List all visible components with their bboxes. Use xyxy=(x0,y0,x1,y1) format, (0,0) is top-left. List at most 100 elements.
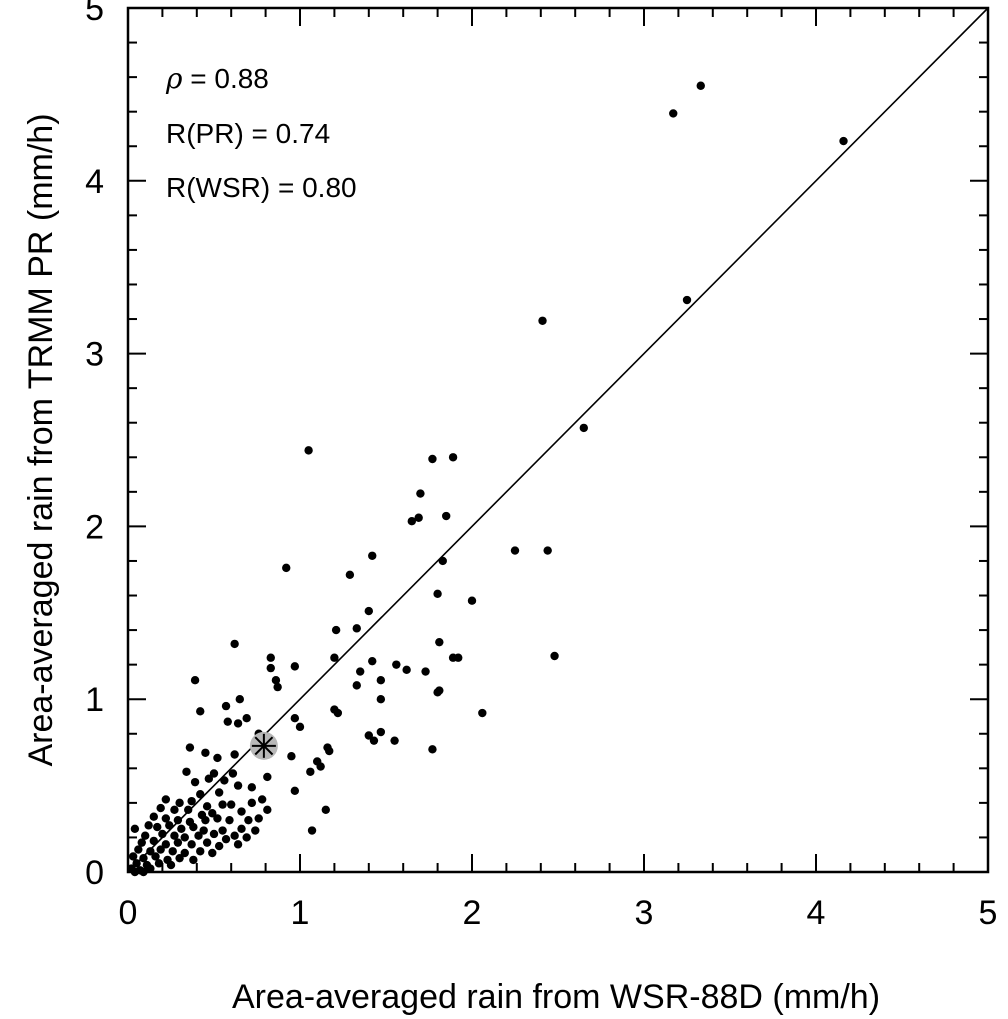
data-point xyxy=(153,822,162,832)
data-point xyxy=(180,848,189,858)
data-point xyxy=(185,743,195,752)
data-point xyxy=(433,688,442,697)
data-point xyxy=(141,831,150,840)
mean-asterisk-marker xyxy=(251,733,276,758)
data-point xyxy=(187,796,196,806)
data-point xyxy=(251,826,260,835)
data-point xyxy=(220,776,229,785)
data-point xyxy=(407,517,416,526)
data-point xyxy=(214,841,224,851)
data-point xyxy=(428,745,437,754)
data-point xyxy=(263,772,272,782)
data-point xyxy=(330,653,339,662)
data-point xyxy=(230,750,239,759)
data-point xyxy=(696,81,705,90)
data-point xyxy=(165,821,174,830)
data-point xyxy=(208,809,217,818)
y-tick-label: 2 xyxy=(85,508,104,546)
data-point xyxy=(233,719,243,728)
data-point xyxy=(213,814,222,823)
data-point xyxy=(213,753,222,763)
data-point xyxy=(235,695,244,704)
data-point xyxy=(190,675,200,685)
data-point xyxy=(290,786,300,795)
data-point xyxy=(352,681,361,690)
data-point xyxy=(158,829,167,839)
data-point xyxy=(170,805,179,814)
data-point xyxy=(287,752,296,761)
data-point xyxy=(242,714,251,723)
data-point xyxy=(438,556,447,566)
data-point xyxy=(376,727,386,737)
data-point xyxy=(225,815,234,825)
data-point xyxy=(237,824,246,833)
data-point xyxy=(364,606,373,616)
data-point xyxy=(209,769,219,778)
x-tick-label: 3 xyxy=(635,894,654,932)
data-point xyxy=(331,625,341,635)
data-point xyxy=(199,826,208,835)
data-point xyxy=(414,513,423,522)
y-tick-label: 5 xyxy=(85,0,104,28)
data-point xyxy=(201,815,210,825)
annotation-r-wsr: R(WSR) = 0.80 xyxy=(166,172,357,203)
data-point xyxy=(368,551,377,560)
data-point xyxy=(282,563,291,573)
data-point xyxy=(201,748,210,757)
data-point xyxy=(242,833,251,842)
data-point xyxy=(146,847,155,856)
data-point xyxy=(543,546,552,555)
data-point xyxy=(187,840,196,849)
data-point xyxy=(290,714,300,723)
data-point xyxy=(550,651,559,661)
data-point xyxy=(454,653,463,662)
data-point xyxy=(156,803,165,813)
data-point xyxy=(221,834,231,844)
data-point xyxy=(173,815,183,825)
x-axis-title: Area-averaged rain from WSR-88D (mm/h) xyxy=(232,978,880,1016)
data-point xyxy=(356,667,365,676)
data-point xyxy=(161,840,171,849)
rho-symbol: ρ xyxy=(165,62,183,95)
data-point xyxy=(189,822,198,832)
data-point xyxy=(316,762,325,771)
data-point xyxy=(237,807,246,816)
data-point xyxy=(254,814,263,823)
data-point xyxy=(247,783,257,792)
data-point xyxy=(154,859,164,868)
data-point xyxy=(175,798,184,808)
data-point xyxy=(442,511,451,521)
data-point xyxy=(196,847,205,856)
data-point xyxy=(130,824,140,833)
data-point xyxy=(170,831,179,840)
data-point xyxy=(478,708,487,718)
data-point xyxy=(421,667,430,676)
data-point xyxy=(233,840,243,849)
data-point xyxy=(139,853,148,863)
data-point xyxy=(435,637,444,647)
data-point xyxy=(247,798,257,808)
data-point xyxy=(161,795,171,804)
data-point xyxy=(538,316,547,325)
data-point xyxy=(271,675,281,685)
data-point xyxy=(202,838,212,847)
data-point xyxy=(244,815,253,825)
data-point xyxy=(137,838,146,847)
y-tick-label: 1 xyxy=(85,681,104,719)
data-point xyxy=(227,800,236,809)
data-point xyxy=(321,805,330,814)
data-point xyxy=(682,295,692,305)
data-point xyxy=(333,708,343,718)
data-point xyxy=(202,802,212,811)
data-point xyxy=(263,805,272,814)
data-point xyxy=(218,826,227,835)
data-point xyxy=(364,731,373,740)
data-point xyxy=(208,848,217,858)
data-point xyxy=(144,821,153,830)
data-point xyxy=(177,824,186,833)
data-point xyxy=(161,814,171,823)
data-point xyxy=(304,446,313,455)
data-point xyxy=(218,800,227,809)
data-point xyxy=(307,826,317,835)
data-point xyxy=(233,781,243,790)
